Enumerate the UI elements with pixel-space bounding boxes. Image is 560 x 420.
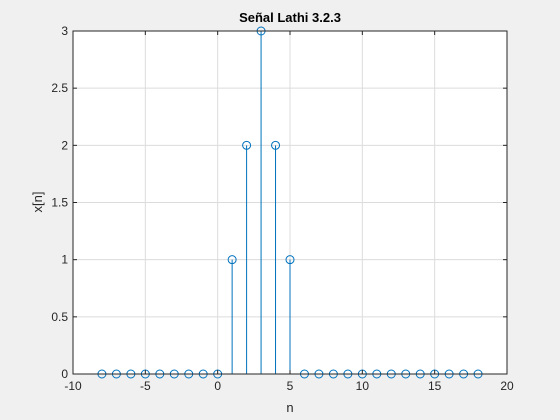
y-tick-label: 0.5 <box>51 310 68 324</box>
x-tick-label: -10 <box>64 379 82 393</box>
stem-marker <box>227 255 237 265</box>
x-tick-label: 20 <box>500 379 514 393</box>
y-tick-label: 1.5 <box>51 196 68 210</box>
stem-marker <box>271 140 281 150</box>
y-tick-label: 2 <box>61 138 68 152</box>
y-axis-label: x[n] <box>30 192 45 213</box>
x-tick-label: -5 <box>140 379 151 393</box>
x-tick-label: 15 <box>428 379 442 393</box>
y-tick-label: 0 <box>61 367 68 381</box>
stem-marker <box>242 140 252 150</box>
x-tick-label: 5 <box>287 379 294 393</box>
axis-ticks: -10 -5 0 5 10 15 20 0 0.5 1 1.5 2 2.5 3 <box>51 24 514 393</box>
stem-marker <box>285 255 295 265</box>
y-tick-label: 2.5 <box>51 81 68 95</box>
chart-title: Señal Lathi 3.2.3 <box>239 10 341 25</box>
x-axis-label: n <box>286 400 293 415</box>
x-tick-label: 10 <box>356 379 370 393</box>
y-tick-label: 3 <box>61 24 68 38</box>
y-tick-label: 1 <box>61 253 68 267</box>
x-tick-label: 0 <box>214 379 221 393</box>
